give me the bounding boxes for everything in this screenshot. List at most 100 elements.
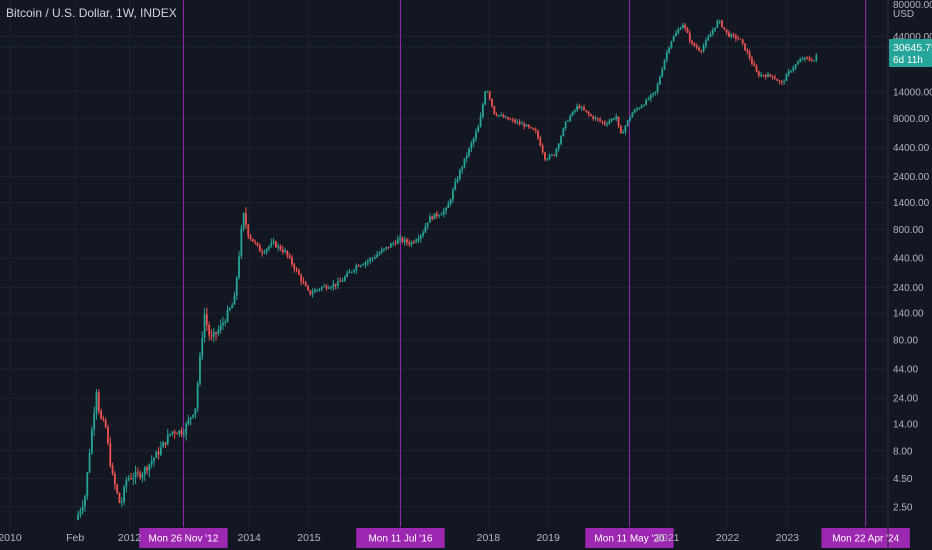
halving-date-label: Mon 22 Apr '24 [832, 534, 899, 545]
candle-body [279, 245, 282, 250]
price-axis[interactable]: 44000.00 14000.00 8000.00 4400.00 2400.00 140… [887, 0, 932, 550]
candle-body [608, 121, 611, 124]
candle-body [617, 116, 620, 126]
candle-body [203, 314, 206, 338]
candle-body [238, 256, 240, 278]
candle-body [475, 132, 477, 139]
candle-body [760, 74, 763, 76]
candle-body [334, 283, 337, 286]
candle-body [599, 119, 602, 122]
candle-body [245, 213, 247, 225]
candle-body [525, 124, 528, 127]
candle-body [176, 433, 178, 435]
price-tick-label: 14.00 [893, 419, 918, 430]
candle-body [596, 118, 599, 120]
price-tick-label: 44000.00 [893, 32, 932, 43]
candle-body [323, 285, 326, 287]
candle-body [557, 143, 560, 149]
candle-body [751, 58, 753, 64]
candle-body [346, 272, 349, 277]
candle-body [629, 117, 631, 121]
price-tick-label: 2400.00 [893, 172, 930, 183]
candle-body [537, 131, 539, 138]
candle-body [603, 122, 606, 125]
candle-body [578, 106, 581, 109]
candle-body [718, 20, 721, 22]
last-price-badge-box [889, 39, 932, 67]
candle-body [192, 414, 194, 418]
candle-body [594, 118, 597, 119]
candle-body [178, 430, 181, 435]
candle-body [511, 119, 514, 121]
candle-body [309, 290, 312, 295]
candle-body [401, 237, 404, 242]
candle-body [314, 289, 316, 293]
candle-body [783, 80, 786, 83]
price-tick-label: 8.00 [893, 446, 913, 457]
candle-body [675, 32, 677, 37]
time-tick-label: Feb [66, 532, 84, 544]
candle-body [247, 224, 250, 236]
price-tick-label: 440.00 [893, 254, 924, 265]
candle-body [412, 242, 415, 243]
candle-body [104, 419, 107, 428]
candle-body [251, 238, 254, 242]
candle-body [254, 241, 257, 243]
candle-body [606, 123, 608, 125]
candle-body [410, 242, 413, 245]
candle-body [109, 443, 112, 467]
candle-body [737, 38, 740, 40]
candle-body [541, 145, 544, 153]
candle-body [507, 117, 510, 120]
candle-body [385, 246, 388, 249]
candle-body [435, 213, 438, 216]
candle-body [364, 262, 367, 265]
candle-body [684, 24, 687, 29]
candle-body [440, 214, 443, 216]
candle-body [686, 28, 689, 34]
time-tick-label: 2010 [0, 532, 22, 544]
candle-body [748, 52, 751, 59]
candle-body [622, 131, 625, 134]
bar-countdown: 6d 11h [893, 55, 923, 66]
candle-body [403, 239, 406, 242]
candle-body [357, 265, 360, 267]
candle-body [376, 254, 378, 258]
candle-body [422, 232, 424, 236]
candle-body [79, 510, 82, 515]
candle-body [343, 276, 346, 281]
candle-body [454, 181, 457, 190]
candle-body [555, 148, 558, 156]
candle-body [624, 125, 627, 132]
candle-body [366, 260, 369, 263]
time-axis[interactable]: 2010 Feb 2012 2014 2015 2018 2019 2021 2022 2023 [0, 532, 799, 544]
candle-body [649, 95, 652, 100]
candle-body [263, 251, 266, 254]
candle-body [613, 118, 615, 120]
candle-body [371, 258, 374, 259]
candle-body [169, 433, 171, 435]
candle-body [442, 210, 445, 215]
candle-body [762, 74, 765, 76]
candle-body [601, 121, 604, 123]
candle-body [228, 308, 231, 310]
candle-body [406, 239, 408, 243]
candle-body [415, 240, 418, 243]
candle-body [493, 105, 496, 115]
candle-body [801, 58, 804, 60]
currency-label: USD [893, 9, 914, 20]
candle-body [199, 355, 201, 384]
price-axis-top-label: 80000.00 [893, 0, 932, 11]
candle-body [380, 250, 383, 254]
candle-body [698, 47, 700, 51]
candle-body [711, 30, 714, 35]
candle-body [208, 324, 211, 336]
candle-body [562, 128, 565, 137]
candle-body [419, 235, 422, 239]
candle-body [102, 418, 105, 420]
candle-body [564, 121, 567, 129]
candle-body [472, 138, 475, 144]
candle-body [88, 453, 91, 473]
